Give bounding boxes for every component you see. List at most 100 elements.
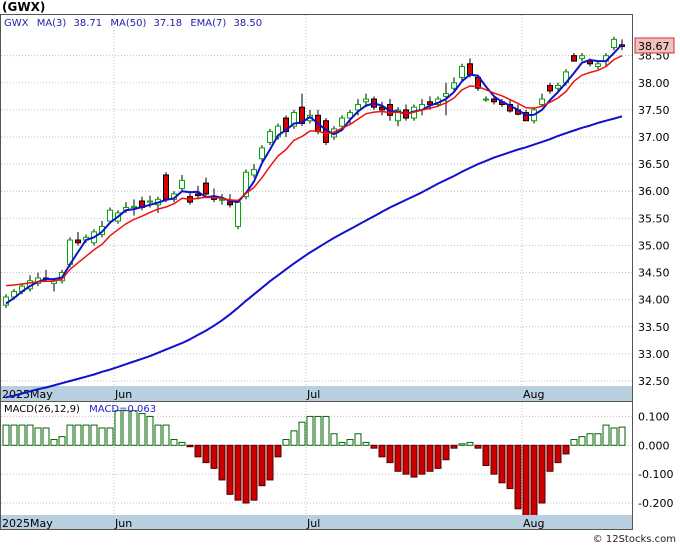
macd-bar [82,424,90,446]
candle [267,128,273,146]
legend-ma50-label: MA(50) [110,18,146,29]
candle-body [227,201,233,206]
macd-bar [562,444,570,455]
macd-bar [290,430,298,446]
macd-bar [514,444,522,510]
candle-body [395,109,401,122]
macd-bar [122,410,130,446]
macd-bar [138,413,146,446]
candle-body [595,63,601,68]
ma-legend: GWX MA(3) 38.71 MA(50) 37.18 EMA(7) 38.5… [4,18,262,29]
macd-tick-label: 0.000 [638,439,670,452]
candle [571,52,577,62]
candle [235,199,241,230]
macd-bar [338,441,346,446]
macd-bar [490,444,498,475]
macd-bar [2,424,10,446]
candle-body [611,38,617,49]
candle [579,52,585,62]
macd-bar [586,433,594,446]
candle [611,36,617,51]
macd-bar [258,444,266,487]
macd-bar [402,444,410,475]
macd-bar [530,444,538,518]
price-month-label: Jul [306,388,320,401]
candle [339,115,345,129]
candle [483,96,489,102]
candle [203,177,209,197]
price-date-band [1,386,632,401]
candle [283,115,289,138]
candle-body [3,296,9,306]
price-tick-label: 37.50 [638,104,670,117]
candle-body [179,179,185,190]
macd-bar [234,444,242,501]
macd-bar [466,441,474,446]
macd-bar [58,436,66,446]
macd-bar [554,444,562,464]
chart-title: (GWX) [2,0,45,14]
macd-bar [378,444,386,458]
macd-title: MACD(26,12,9) [4,404,80,415]
legend-ma3-label: MA(3) [37,18,67,29]
macd-bar [610,427,618,446]
macd-bar [26,424,34,446]
candle-body [147,200,153,203]
macd-bar [274,444,282,458]
price-y-axis: 32.50 33.00 33.50 34.00 34.50 35.00 35.50 36.00… [638,50,670,388]
ma50-line [5,115,623,399]
macd-tick-label: -0.100 [638,468,673,481]
candle [259,145,265,162]
last-price-label: 38.67 [638,40,670,53]
macd-bar [394,444,402,472]
macd-bar [362,441,370,446]
macd-bar [242,444,250,504]
macd-bar [434,444,442,469]
price-tick-label: 33.50 [638,321,670,334]
macd-bar [426,444,434,472]
macd-bar [370,444,378,449]
macd-bar [250,444,258,501]
candle [131,199,137,216]
candle-body [163,174,169,200]
candle-body [355,103,361,111]
candle [379,101,385,116]
macd-bar [74,424,82,446]
candle-body [75,239,81,244]
price-tick-label: 35.00 [638,239,670,252]
macd-bar [114,410,122,446]
macd-bar [98,427,106,446]
macd-bar [498,444,506,484]
candle [459,63,465,81]
candle-body [467,63,473,76]
macd-bar [330,433,338,446]
macd-bar [306,415,314,446]
ema7-line [5,55,623,287]
macd-bar [386,444,394,464]
candle-body [587,60,593,65]
candle-body [483,98,489,101]
candle-body [459,66,465,78]
candle [595,61,601,70]
ma50-layer [5,115,623,399]
macd-bar [194,444,202,458]
candle-body [539,98,545,105]
candle-body [443,93,449,97]
macd-bar [266,444,274,481]
macd-bar [594,433,602,446]
macd-bar [162,424,170,446]
macd-month-label: Aug [523,517,544,530]
candle [555,82,561,91]
price-tick-label: 36.00 [638,185,670,198]
macd-bar [130,410,138,446]
price-month-label: Jun [114,388,132,401]
candle-body [259,147,265,160]
candle [539,93,545,108]
legend-ma3-value: 38.71 [74,18,103,29]
candle-body [299,106,305,124]
candle-body [571,55,577,62]
macd-bar [314,415,322,446]
macd-bar [602,424,610,446]
macd-bar [482,444,490,466]
candle-body [523,112,529,122]
